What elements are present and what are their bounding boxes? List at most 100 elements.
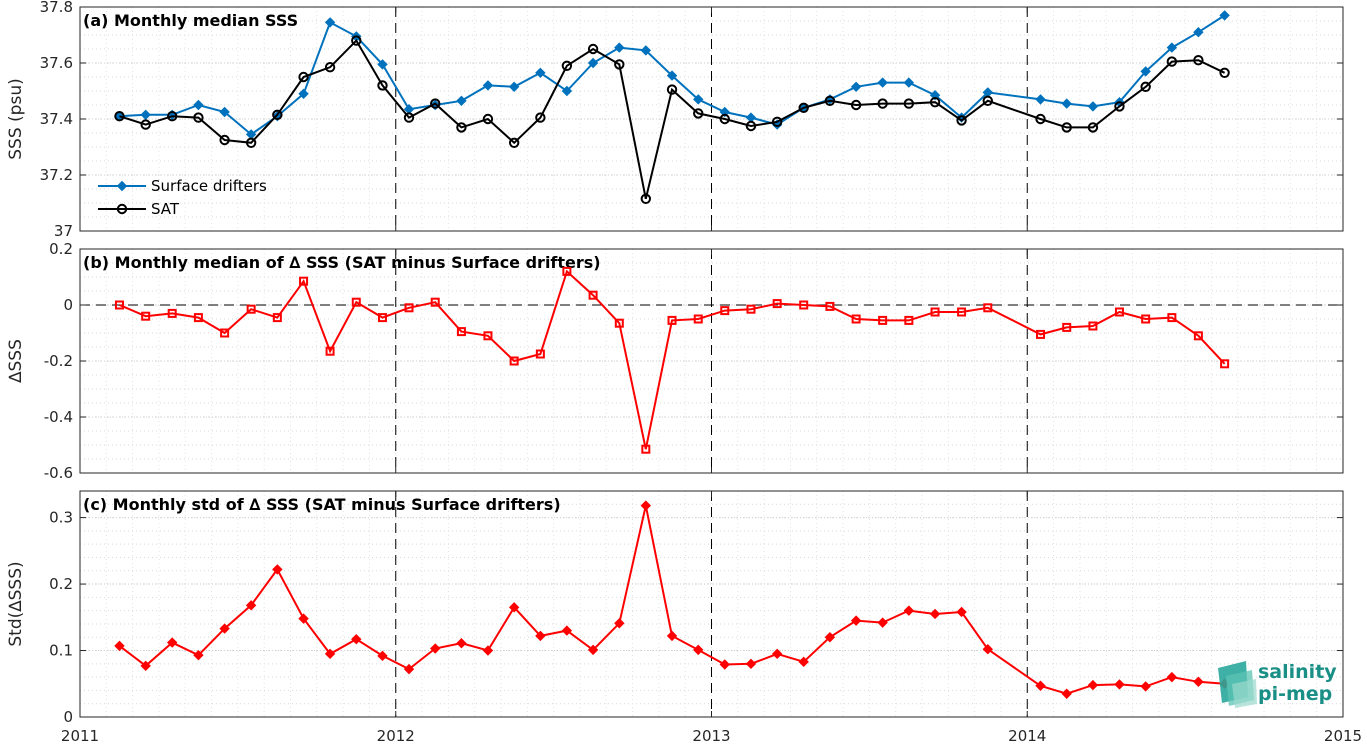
y-tick-label: 37.6 (40, 54, 73, 72)
data-point (114, 640, 125, 652)
data-point (1114, 307, 1124, 317)
data-point (246, 304, 256, 314)
logo-line2: pi-mep (1258, 683, 1332, 705)
data-point (720, 306, 730, 316)
data-point (1140, 681, 1151, 692)
data-point (614, 618, 625, 629)
data-point (824, 632, 836, 643)
data-point (1166, 42, 1178, 53)
data-point (878, 315, 888, 325)
data-point (771, 116, 783, 128)
data-point (719, 659, 730, 670)
data-point (850, 615, 862, 626)
data-point (982, 95, 993, 107)
y-tick-label: 0 (63, 708, 73, 726)
data-point (298, 613, 309, 624)
data-point (377, 313, 387, 323)
panel-a-monthly-median-sss: 37 37.2 37.4 37.6 37.8 SSS (psu) (a) Monthly m… (6, 0, 1344, 240)
data-point (166, 111, 178, 122)
y-tick-label: 37.4 (40, 110, 73, 128)
data-point (930, 307, 940, 317)
y-axis-label: Std(∆SSS) (6, 561, 26, 646)
data-point (535, 349, 545, 359)
data-point (377, 80, 388, 91)
y-tick-label: 37 (54, 222, 73, 240)
x-tick-label: 2011 (61, 727, 99, 745)
x-tick-label: 2015 (1324, 727, 1362, 745)
data-point (482, 645, 494, 656)
data-point (535, 112, 546, 123)
data-point (1087, 122, 1099, 133)
data-point (640, 500, 652, 511)
data-point (693, 644, 704, 656)
x-tick-label: 2014 (1008, 727, 1046, 745)
data-point (929, 89, 941, 101)
data-point (1219, 67, 1230, 79)
data-point (799, 300, 809, 310)
data-point (1061, 688, 1072, 699)
data-point (772, 299, 782, 309)
data-point (377, 650, 388, 662)
data-point (245, 137, 257, 149)
data-point (957, 307, 967, 317)
data-point (851, 314, 861, 324)
y-axis-label: SSS (psu) (6, 78, 26, 159)
data-point (667, 315, 677, 325)
data-point (114, 111, 125, 122)
data-point (351, 35, 362, 46)
data-point (272, 109, 283, 121)
data-point (1114, 679, 1125, 690)
data-point (1088, 321, 1098, 331)
data-point (850, 81, 862, 93)
panel-title: (b) Monthly median of ∆ SSS (SAT minus S… (83, 253, 601, 272)
data-point (719, 106, 730, 118)
data-point (719, 113, 730, 125)
data-point (640, 193, 652, 205)
data-point (956, 606, 967, 618)
data-point (745, 120, 757, 132)
data-point (193, 649, 204, 661)
legend-label: Surface drifters (151, 177, 267, 195)
data-point (456, 122, 467, 133)
data-point (324, 648, 336, 660)
x-tick-label: 2012 (377, 727, 415, 745)
data-point (561, 85, 573, 97)
data-point (877, 617, 888, 628)
legend-marker (116, 180, 128, 192)
data-point (693, 314, 703, 324)
y-tick-label: 0.2 (49, 575, 73, 593)
data-point (193, 99, 204, 111)
data-point (1166, 56, 1178, 67)
data-point (509, 356, 519, 366)
data-point (167, 308, 177, 318)
data-point (1193, 26, 1204, 38)
data-point (1035, 680, 1046, 691)
data-point (1219, 10, 1230, 21)
data-point (456, 327, 466, 337)
data-point (403, 112, 415, 123)
data-point (166, 637, 178, 648)
data-point (850, 99, 862, 111)
data-point (508, 81, 520, 93)
data-point (430, 297, 440, 307)
data-point (904, 315, 914, 325)
data-point (140, 119, 151, 130)
data-point (482, 113, 494, 125)
data-point (193, 313, 203, 323)
data-point (877, 98, 888, 109)
data-point (641, 444, 651, 454)
data-point (299, 276, 309, 286)
data-point (114, 300, 124, 310)
data-point (1220, 359, 1230, 369)
data-point (193, 112, 204, 123)
y-tick-label: 37.8 (40, 0, 73, 16)
data-point (1062, 322, 1072, 332)
panel-b-median-delta-sss: -0.6 -0.4 -0.2 0 0.2 ∆SSS (b) Monthly median o… (6, 240, 1344, 482)
data-point (141, 311, 151, 321)
data-point (1193, 331, 1203, 341)
data-point (219, 134, 230, 146)
data-point (456, 638, 467, 649)
data-point (1141, 314, 1151, 324)
data-point (614, 42, 625, 53)
data-point (640, 45, 652, 56)
